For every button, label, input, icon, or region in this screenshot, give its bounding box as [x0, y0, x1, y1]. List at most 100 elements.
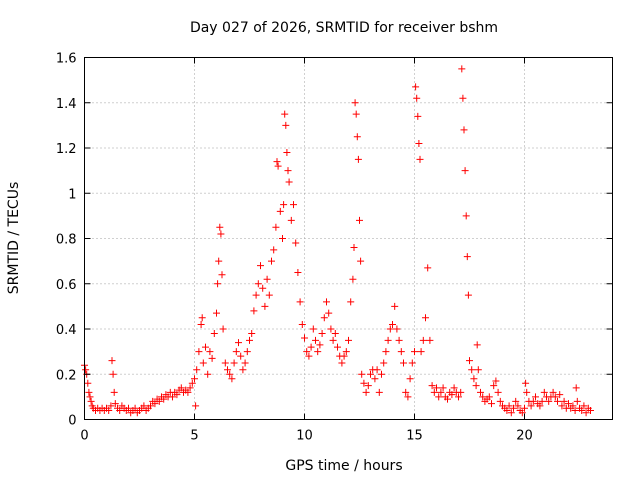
data-point: [230, 359, 238, 367]
axis-layer: 0 0.2 0.4 0.6 0.8 1 1.2 1.4 1.6 0 5 10 15 20: [56, 52, 613, 444]
data-point: [327, 325, 335, 333]
data-point: [556, 391, 564, 399]
data-point: [305, 352, 313, 360]
data-point: [554, 397, 561, 405]
data-point: [309, 325, 317, 333]
data-point: [521, 404, 528, 412]
data-point: [107, 402, 115, 410]
data-point: [265, 291, 273, 299]
chart-title: Day 027 of 2026, SRMTID for receiver bsh…: [190, 20, 498, 36]
data-point: [217, 230, 225, 238]
data-point: [108, 357, 116, 365]
data-point: [402, 388, 410, 396]
data-point: [206, 348, 214, 356]
data-point: [188, 379, 196, 387]
data-point: [307, 343, 315, 351]
data-point: [325, 309, 333, 317]
data-point: [419, 336, 427, 344]
data-point: [505, 402, 513, 410]
data-point: [173, 391, 181, 399]
data-point: [518, 409, 526, 417]
data-point: [329, 336, 337, 344]
data-point: [426, 336, 434, 344]
data-point: [191, 375, 198, 383]
data-point: [352, 110, 360, 118]
data-point: [422, 314, 429, 322]
x-axis-label: GPS time / hours: [285, 458, 402, 474]
data-point: [199, 359, 207, 367]
data-point: [356, 216, 363, 224]
data-point: [587, 406, 594, 414]
data-point: [382, 348, 390, 356]
y-tick-label: 0.6: [56, 278, 77, 293]
data-point: [270, 246, 278, 254]
data-point: [573, 397, 581, 405]
y-axis-label: SRMTID / TECUs: [6, 182, 22, 295]
data-point: [373, 366, 381, 374]
data-point: [147, 402, 154, 410]
data-point: [215, 257, 223, 265]
data-point: [393, 325, 401, 333]
data-point: [219, 325, 227, 333]
data-point: [301, 334, 308, 342]
data-point: [314, 348, 322, 356]
data-point: [540, 388, 548, 396]
data-point: [389, 320, 396, 328]
data-point: [386, 325, 394, 333]
data-point: [213, 309, 220, 317]
data-point: [485, 393, 493, 401]
data-point: [193, 366, 201, 374]
data-point: [536, 402, 544, 410]
data-point: [84, 379, 92, 387]
data-point: [254, 280, 262, 288]
data-point: [428, 382, 436, 390]
data-point: [125, 404, 132, 412]
data-point: [572, 384, 580, 392]
data-point: [551, 393, 559, 401]
data-point: [490, 382, 498, 390]
x-tick-label: 20: [516, 429, 533, 444]
data-point: [237, 352, 245, 360]
data-point: [477, 388, 484, 396]
data-point: [316, 341, 324, 349]
data-point: [210, 330, 218, 338]
data-point: [473, 341, 481, 349]
y-tick-label: 1: [68, 187, 76, 202]
data-point: [354, 155, 362, 163]
data-point: [470, 375, 478, 383]
data-point: [87, 397, 95, 405]
data-point: [195, 348, 203, 356]
data-point: [384, 336, 392, 344]
data-point: [280, 201, 288, 209]
data-point: [459, 94, 467, 102]
data-point: [439, 384, 447, 392]
data-point: [331, 330, 339, 338]
data-point: [488, 400, 495, 408]
data-point: [494, 388, 502, 396]
data-point: [412, 83, 420, 91]
data-point: [250, 307, 258, 315]
data-point: [232, 348, 240, 356]
data-point: [334, 343, 341, 351]
data-point: [360, 379, 368, 387]
data-point: [474, 366, 482, 374]
data-point: [466, 357, 473, 365]
data-point: [411, 348, 418, 356]
data-point: [367, 370, 374, 378]
data-point: [417, 348, 425, 356]
data-point: [221, 359, 229, 367]
data-point: [151, 400, 159, 408]
data-point: [510, 404, 517, 412]
data-point: [235, 339, 242, 347]
x-tick-label: 0: [80, 429, 88, 444]
data-point: [239, 366, 247, 374]
data-point: [464, 291, 472, 299]
data-point: [582, 409, 590, 417]
data-point: [160, 395, 168, 403]
data-point: [507, 409, 515, 417]
data-point: [468, 366, 476, 374]
data-point: [224, 366, 231, 374]
data-point: [450, 384, 458, 392]
data-point: [350, 244, 358, 252]
